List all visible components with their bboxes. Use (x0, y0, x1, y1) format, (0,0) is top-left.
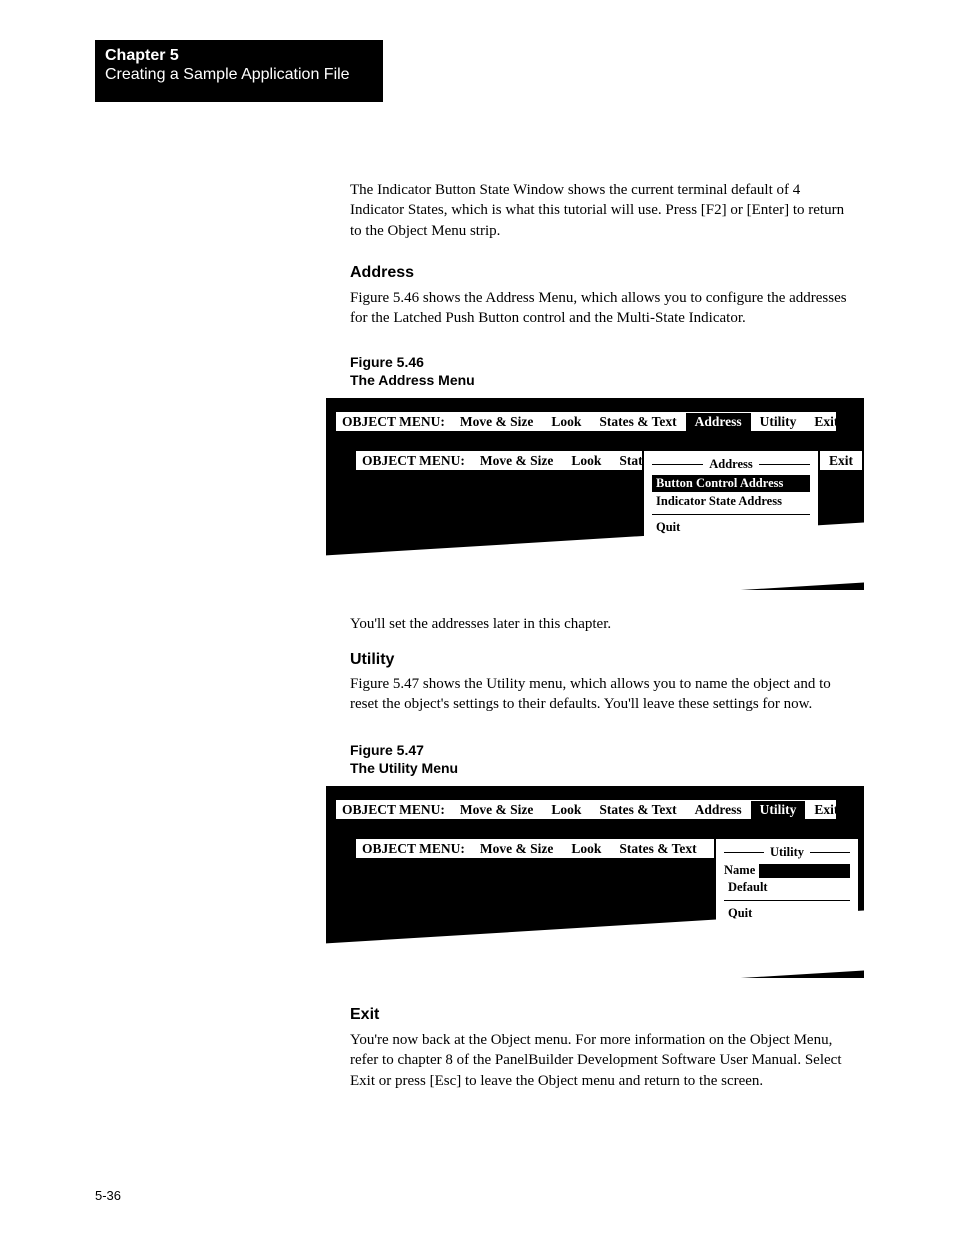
screenshot-torn-edge (316, 522, 876, 616)
dropdown-title: Utility (764, 845, 810, 860)
address-note: You'll set the addresses later in this c… (350, 614, 855, 634)
menu-strip-inner: OBJECT MENU: Move & Size Look States & T… (356, 839, 714, 858)
body-paragraph: The Indicator Button State Window shows … (350, 180, 855, 241)
dropdown-separator (652, 514, 810, 515)
dropdown-title: Address (703, 457, 759, 472)
chapter-header: Chapter 5 Creating a Sample Application … (95, 40, 383, 102)
chapter-title: Creating a Sample Application File (105, 65, 373, 84)
menu-strip-top: OBJECT MENU: Move & Size Look States & T… (336, 800, 836, 819)
address-intro: Figure 5.46 shows the Address Menu, whic… (350, 288, 855, 329)
menu-item-look[interactable]: Look (562, 452, 610, 470)
dropdown-item-button-control[interactable]: Button Control Address (652, 475, 810, 492)
name-field[interactable] (759, 864, 850, 878)
menu-item-exit[interactable]: Exit (805, 801, 847, 819)
menu-item-address[interactable]: Address (686, 801, 751, 819)
menu-item-exit-right[interactable]: Exit (820, 451, 862, 470)
menu-item-look[interactable]: Look (542, 801, 590, 819)
figure-title: The Utility Menu (350, 760, 458, 778)
section-heading-exit: Exit (350, 1004, 379, 1026)
menu-label: OBJECT MENU: (362, 841, 471, 857)
name-label: Name (724, 863, 755, 878)
figure-title: The Address Menu (350, 372, 475, 390)
menu-item-utility[interactable]: Utility (751, 413, 806, 431)
menu-item-look[interactable]: Look (562, 840, 610, 858)
menu-strip-inner: OBJECT MENU: Move & Size Look State (356, 451, 642, 470)
dropdown-item-default[interactable]: Default (724, 879, 850, 896)
figure-547-screenshot: OBJECT MENU: Move & Size Look States & T… (326, 786, 864, 978)
menu-item-address[interactable]: Address (686, 413, 751, 431)
figure-number: Figure 5.46 (350, 354, 475, 372)
menu-label: OBJECT MENU: (362, 453, 471, 469)
dropdown-title-row: Address (652, 457, 810, 472)
menu-item-move-size[interactable]: Move & Size (451, 801, 542, 819)
dropdown-item-indicator-state[interactable]: Indicator State Address (652, 493, 810, 510)
dropdown-separator (724, 900, 850, 901)
figure-caption-546: Figure 5.46 The Address Menu (350, 354, 475, 389)
menu-item-exit[interactable]: Exit (805, 413, 847, 431)
menu-strip-top: OBJECT MENU: Move & Size Look States & T… (336, 412, 836, 431)
screenshot-torn-edge (316, 910, 876, 1004)
menu-item-states-text[interactable]: States & Text (610, 840, 705, 858)
menu-item-move-size[interactable]: Move & Size (451, 413, 542, 431)
menu-item-look[interactable]: Look (542, 413, 590, 431)
section-heading-utility: Utility (350, 649, 394, 671)
page-number: 5-36 (95, 1188, 121, 1203)
menu-item-move-size[interactable]: Move & Size (471, 840, 562, 858)
utility-intro: Figure 5.47 shows the Utility menu, whic… (350, 674, 855, 715)
menu-item-move-size[interactable]: Move & Size (471, 452, 562, 470)
figure-546-screenshot: OBJECT MENU: Move & Size Look States & T… (326, 398, 864, 590)
figure-caption-547: Figure 5.47 The Utility Menu (350, 742, 458, 777)
menu-label: OBJECT MENU: (342, 802, 451, 818)
dropdown-name-row: Name (724, 863, 850, 878)
menu-item-utility[interactable]: Utility (751, 801, 806, 819)
dropdown-title-row: Utility (724, 845, 850, 860)
exit-paragraph: You're now back at the Object menu. For … (350, 1030, 855, 1091)
chapter-number: Chapter 5 (105, 46, 373, 65)
menu-label: OBJECT MENU: (342, 414, 451, 430)
menu-item-states-text[interactable]: States & Text (590, 413, 685, 431)
section-heading-address: Address (350, 262, 414, 284)
figure-number: Figure 5.47 (350, 742, 458, 760)
menu-item-states-text[interactable]: States & Text (590, 801, 685, 819)
